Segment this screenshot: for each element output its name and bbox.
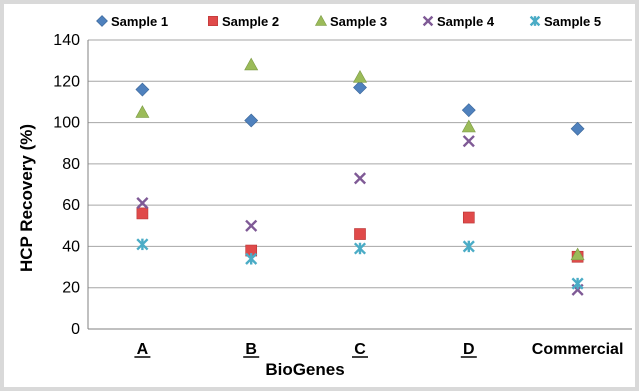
x-axis-title: BioGenes xyxy=(265,360,344,379)
point-sample-4-d xyxy=(462,135,475,148)
data-points xyxy=(135,57,585,296)
point-sample-1-b xyxy=(244,113,259,128)
legend-item-sample-2: Sample 2 xyxy=(208,14,279,29)
point-sample-4-c xyxy=(353,172,367,185)
x-tick-label-d: D xyxy=(463,341,475,358)
y-tick-label: 100 xyxy=(53,115,80,132)
legend-marker-sample-3 xyxy=(314,14,328,26)
point-sample-5-commercial xyxy=(571,277,584,290)
x-tick-label-b: B xyxy=(245,341,257,358)
x-tick-label-c: C xyxy=(354,341,366,358)
point-sample-3-b xyxy=(244,57,259,71)
chart-frame: Sample 1 Sample 2 Sample 3 Sample 4 Sample 5… xyxy=(4,4,635,387)
hcp-recovery-chart: Sample 1 Sample 2 Sample 3 Sample 4 Sample 5… xyxy=(17,14,632,379)
point-sample-5-a xyxy=(136,238,149,251)
point-sample-3-c xyxy=(352,70,368,83)
point-sample-4-a xyxy=(136,197,149,210)
legend-marker-sample-4 xyxy=(422,15,434,27)
y-tick-label: 20 xyxy=(62,280,80,297)
point-sample-1-commercial xyxy=(570,121,585,136)
x-tick-label-a: A xyxy=(137,341,149,358)
point-sample-2-d xyxy=(462,211,475,224)
legend-item-sample-3: Sample 3 xyxy=(314,14,387,29)
legend-marker-sample-5 xyxy=(529,15,541,27)
y-tick-label: 40 xyxy=(62,238,80,255)
legend-item-sample-5: Sample 5 xyxy=(529,14,601,29)
y-axis-title: HCP Recovery (%) xyxy=(17,124,36,272)
point-sample-1-d xyxy=(461,103,476,118)
x-tick-label-commercial: Commercial xyxy=(532,341,624,358)
point-sample-5-b xyxy=(245,252,258,265)
point-sample-5-d xyxy=(462,240,475,253)
point-sample-3-d xyxy=(461,119,476,133)
point-sample-3-a xyxy=(135,105,150,118)
legend-label-sample-4: Sample 4 xyxy=(437,14,495,29)
legend-item-sample-1: Sample 1 xyxy=(96,14,168,29)
legend-marker-sample-1 xyxy=(96,15,108,27)
axes: 0 20 40 60 80 100 120 140 A B C D Commercial xyxy=(53,32,632,358)
y-tick-label: 140 xyxy=(53,32,80,49)
point-sample-1-c xyxy=(353,80,367,95)
legend-label-sample-1: Sample 1 xyxy=(111,14,168,29)
point-sample-5-c xyxy=(353,242,367,255)
legend-marker-sample-2 xyxy=(208,16,218,26)
y-tick-label: 120 xyxy=(53,73,80,90)
legend-label-sample-5: Sample 5 xyxy=(544,14,601,29)
legend-label-sample-3: Sample 3 xyxy=(330,14,387,29)
y-tick-label: 80 xyxy=(62,156,80,173)
point-sample-3-commercial xyxy=(570,247,585,261)
point-sample-2-a xyxy=(136,207,149,220)
legend-label-sample-2: Sample 2 xyxy=(222,14,279,29)
chart-legend: Sample 1 Sample 2 Sample 3 Sample 4 Sample 5 xyxy=(96,14,601,29)
legend-item-sample-4: Sample 4 xyxy=(422,14,495,29)
y-tick-label: 60 xyxy=(62,197,80,214)
point-sample-4-b xyxy=(245,219,258,232)
point-sample-2-c xyxy=(354,228,366,240)
gridlines xyxy=(88,39,632,289)
y-tick-label: 0 xyxy=(71,321,80,338)
point-sample-1-a xyxy=(135,82,150,97)
